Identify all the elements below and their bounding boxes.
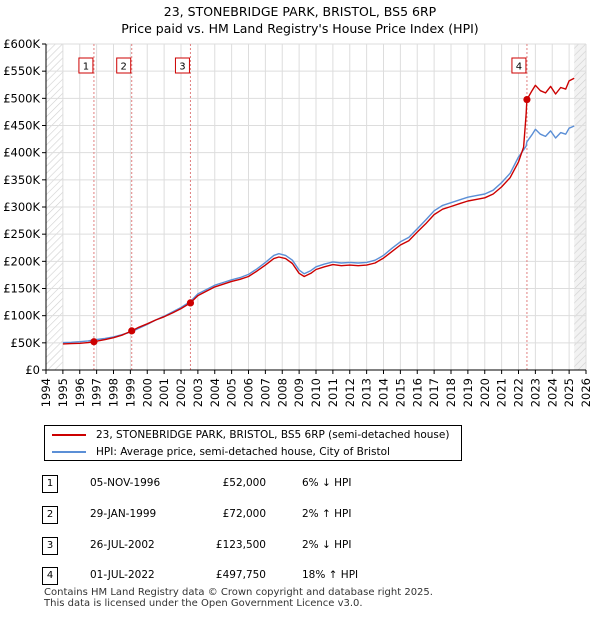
table-row: 2 29-JAN-1999 £72,000 2% ↑ HPI — [40, 506, 400, 524]
x-tick-label: 2019 — [461, 378, 475, 407]
table-row: 3 26-JUL-2002 £123,500 2% ↓ HPI — [40, 537, 400, 555]
x-tick-label: 2011 — [326, 378, 340, 407]
x-tick-label: 2006 — [242, 378, 256, 407]
x-tick-label: 2015 — [393, 378, 407, 407]
y-tick-label: £100K — [3, 309, 40, 323]
legend-swatch-property — [52, 434, 86, 436]
row-price: £123,500 — [215, 539, 266, 551]
x-tick-label: 2023 — [528, 378, 542, 407]
row-price: £497,750 — [215, 569, 266, 581]
x-tick-label: 2013 — [360, 378, 374, 407]
series-lines — [62, 77, 575, 345]
x-tick-label: 2020 — [478, 378, 492, 407]
sale-label-box-1 — [78, 57, 94, 74]
property-price-line — [62, 77, 575, 345]
x-tick-label: 2021 — [495, 378, 509, 407]
x-tick-label: 2016 — [410, 378, 424, 407]
sale-label-box-4 — [511, 57, 527, 74]
table-row: 1 05-NOV-1996 £52,000 6% ↓ HPI — [40, 475, 400, 493]
sale-point-4 — [523, 95, 531, 104]
sale-points — [90, 95, 531, 346]
y-tick-label: £600K — [3, 37, 40, 51]
x-tick-label: 2010 — [309, 378, 323, 407]
table-row: 4 01-JUL-2022 £497,750 18% ↑ HPI — [40, 567, 400, 585]
x-tick-label: 2008 — [275, 378, 289, 407]
legend-item-hpi: HPI: Average price, semi-detached house,… — [45, 443, 461, 461]
x-tick-label: 1999 — [123, 378, 137, 407]
legend-label-property: 23, STONEBRIDGE PARK, BRISTOL, BS5 6RP (… — [96, 429, 450, 441]
x-tick-label: 2003 — [191, 378, 205, 407]
y-tick-label: £350K — [3, 173, 40, 187]
x-tick-label: 2002 — [174, 378, 188, 407]
x-tick-label: 2026 — [579, 378, 593, 407]
y-tick-label: £250K — [3, 227, 40, 241]
sale-label-2: 2 — [121, 62, 127, 73]
row-hpi: 18% ↑ HPI — [302, 569, 359, 581]
title-line-2: Price paid vs. HM Land Registry's House … — [121, 21, 479, 36]
legend-item-property: 23, STONEBRIDGE PARK, BRISTOL, BS5 6RP (… — [45, 426, 461, 444]
footer-copyright: Contains HM Land Registry data © Crown c… — [44, 587, 433, 598]
x-tick-label: 2018 — [444, 378, 458, 407]
axes: £0 £50K £100K £150K £200K £250K £300K £350K £400… — [3, 37, 593, 407]
row-number-badge: 4 — [42, 567, 58, 585]
grid-lines — [45, 43, 587, 371]
y-tick-label: £200K — [3, 254, 40, 268]
x-tick-label: 1995 — [56, 378, 70, 407]
row-date: 01-JUL-2022 — [90, 569, 155, 581]
sale-labels: 1 2 3 4 — [78, 57, 527, 74]
row-number-badge: 3 — [42, 537, 58, 555]
price-chart: 1 2 3 4 £0 £50K £100K £150K £200K £250K £300K £350… — [3, 37, 593, 407]
x-tick-label: 2000 — [140, 378, 154, 407]
footer: Contains HM Land Registry data © Crown c… — [44, 587, 433, 609]
y-tick-label: £500K — [3, 91, 40, 105]
y-tick-label: £150K — [3, 282, 40, 296]
row-number-badge: 2 — [42, 506, 58, 524]
legend: 23, STONEBRIDGE PARK, BRISTOL, BS5 6RP (… — [44, 425, 462, 461]
row-price: £52,000 — [222, 477, 266, 489]
row-date: 29-JAN-1999 — [90, 508, 157, 520]
footer-licence: This data is licensed under the Open Gov… — [44, 598, 363, 609]
x-tick-label: 1996 — [73, 378, 87, 407]
row-hpi: 6% ↓ HPI — [302, 477, 352, 489]
row-hpi: 2% ↓ HPI — [302, 539, 352, 551]
row-date: 26-JUL-2002 — [90, 539, 155, 551]
y-tick-label: £450K — [3, 119, 40, 133]
sale-point-1 — [90, 338, 98, 346]
y-tick-label: £300K — [3, 200, 40, 214]
x-tick-label: 2001 — [157, 378, 171, 407]
sale-label-4: 4 — [516, 62, 522, 73]
y-tick-label: £550K — [3, 64, 40, 78]
chart-title: 23, STONEBRIDGE PARK, BRISTOL, BS5 6RP P… — [0, 3, 600, 37]
x-tick-label: 2025 — [562, 378, 576, 407]
y-tick-label: £400K — [3, 146, 40, 160]
sale-point-3 — [186, 299, 195, 307]
sale-point-2 — [128, 327, 136, 335]
row-price: £72,000 — [222, 508, 266, 520]
x-tick-label: 1997 — [90, 378, 104, 407]
title-line-1: 23, STONEBRIDGE PARK, BRISTOL, BS5 6RP — [163, 4, 437, 19]
row-number-badge: 1 — [42, 475, 58, 493]
x-tick-label: 2004 — [208, 378, 222, 407]
y-tick-label: £50K — [11, 336, 41, 350]
x-tick-label: 1998 — [107, 378, 121, 407]
y-tick-label: £0 — [25, 363, 40, 377]
sale-label-3: 3 — [179, 62, 185, 73]
x-tick-label: 2009 — [292, 378, 306, 407]
sale-label-1: 1 — [83, 62, 89, 73]
row-hpi: 2% ↑ HPI — [302, 508, 352, 520]
legend-swatch-hpi — [52, 451, 86, 453]
x-tick-label: 2007 — [258, 378, 272, 407]
x-tick-label: 2022 — [512, 378, 526, 407]
sale-label-box-2 — [116, 57, 132, 74]
legend-label-hpi: HPI: Average price, semi-detached house,… — [96, 446, 390, 458]
x-tick-label: 2005 — [225, 378, 239, 407]
x-tick-label: 2024 — [545, 378, 559, 407]
row-date: 05-NOV-1996 — [90, 477, 161, 489]
x-tick-label: 2017 — [427, 378, 441, 407]
x-tick-label: 1994 — [39, 378, 53, 407]
sale-label-box-3 — [174, 57, 190, 74]
x-tick-label: 2014 — [377, 378, 391, 407]
x-tick-label: 2012 — [343, 378, 357, 407]
